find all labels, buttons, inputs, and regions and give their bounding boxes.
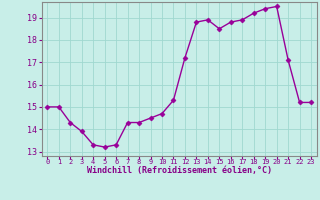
X-axis label: Windchill (Refroidissement éolien,°C): Windchill (Refroidissement éolien,°C) [87, 166, 272, 175]
